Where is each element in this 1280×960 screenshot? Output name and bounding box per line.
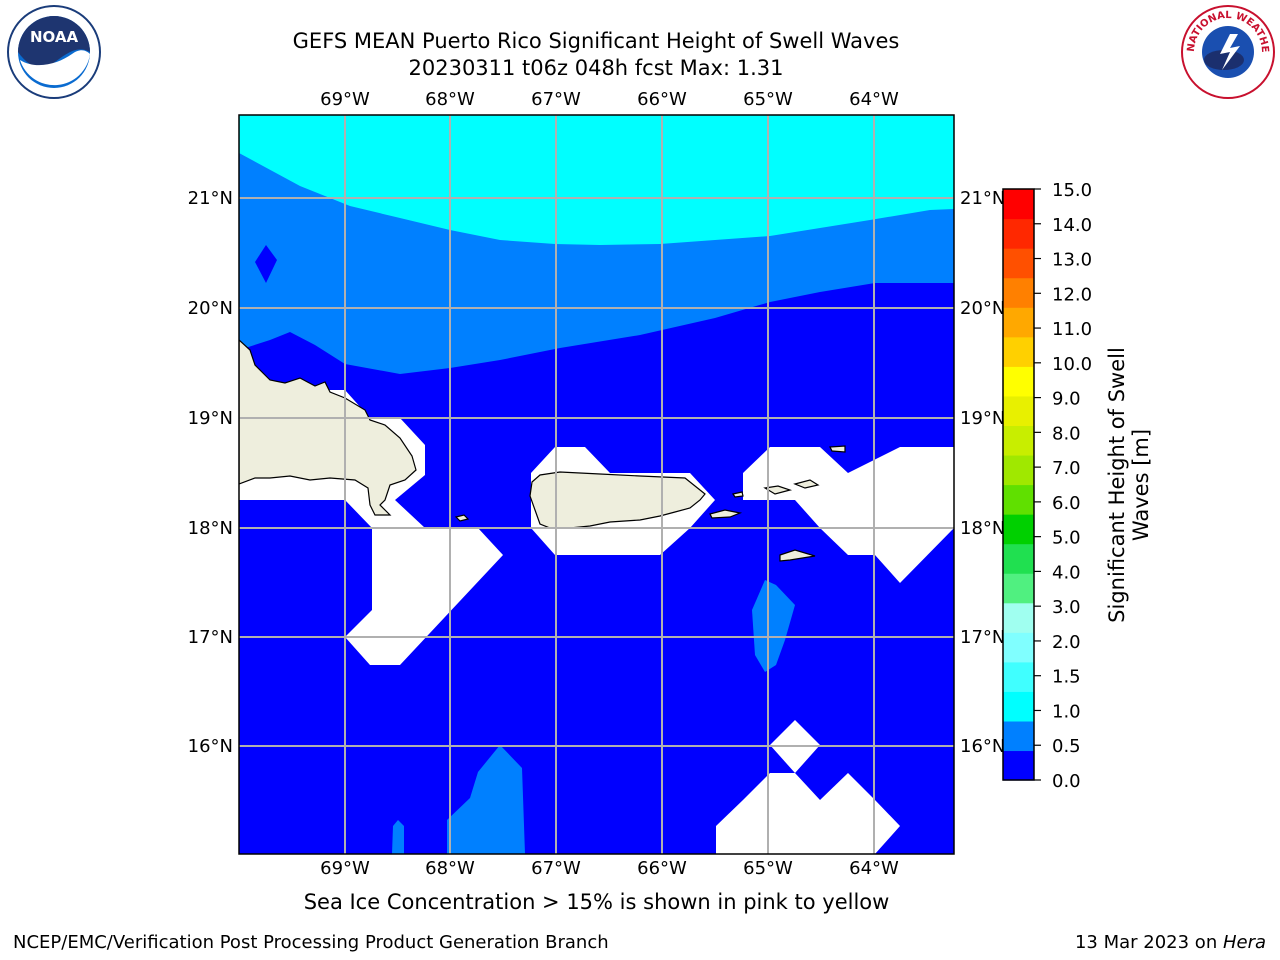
map-subtitle: 20230311 t06z 048h fcst Max: 1.31 — [408, 56, 784, 80]
footer-date-text: 13 Mar 2023 on — [1074, 932, 1223, 953]
lat-label: 17°N — [188, 627, 233, 648]
noaa-logo: NOAA — [6, 4, 102, 100]
colorbar-tick-label: 6.0 — [1052, 493, 1081, 514]
map-frame — [238, 114, 955, 855]
nws-logo: NATIONAL WEATHER SERVICE — [1176, 0, 1276, 100]
colorbar-segment — [1003, 602, 1034, 633]
map-title: GEFS MEAN Puerto Rico Significant Height… — [292, 29, 900, 53]
colorbar-tick-label: 0.0 — [1052, 771, 1081, 792]
colorbar-segment — [1003, 661, 1034, 692]
lon-label-bottom: 64°W — [849, 858, 899, 879]
lat-label: 21°N — [960, 188, 1005, 209]
gridlines — [239, 115, 954, 854]
lon-label-bottom: 66°W — [637, 858, 687, 879]
colorbar-tick-label: 14.0 — [1052, 215, 1092, 236]
lon-label-bottom: 67°W — [531, 858, 581, 879]
lat-label: 17°N — [960, 627, 1005, 648]
footer-branch: NCEP/EMC/Verification Post Processing Pr… — [13, 932, 609, 953]
lon-label-bottom: 65°W — [743, 858, 793, 879]
lat-label: 21°N — [188, 188, 233, 209]
colorbar-label: Significant Height of Swell Waves [m] — [1105, 347, 1153, 623]
colorbar-tick-label: 2.0 — [1052, 632, 1081, 653]
colorbar-frame — [1002, 188, 1035, 781]
colorbar-segment — [1003, 691, 1034, 722]
lon-label-bottom: 68°W — [425, 858, 475, 879]
colorbar-tick-label: 7.0 — [1052, 458, 1081, 479]
lon-label-top: 64°W — [849, 89, 899, 110]
colorbar-segment — [1003, 307, 1034, 338]
lat-label: 18°N — [188, 518, 233, 539]
colorbar-segment — [1003, 189, 1034, 220]
lat-labels-right: 21°N 20°N 19°N 18°N 17°N 16°N — [960, 188, 1005, 757]
colorbar-tick-label: 4.0 — [1052, 562, 1081, 583]
colorbar-tick-label: 1.5 — [1052, 667, 1081, 688]
lon-label-top: 65°W — [743, 89, 793, 110]
colorbar-segment — [1003, 750, 1034, 781]
colorbar-ticks: 15.0 14.0 13.0 12.0 11.0 10.0 9.0 8.0 7.0 6.0 5.0 4… — [1034, 180, 1092, 792]
lat-labels-left: 21°N 20°N 19°N 18°N 17°N 16°N — [188, 188, 233, 757]
colorbar-tick-label: 0.5 — [1052, 736, 1081, 757]
colorbar-tick-label: 3.0 — [1052, 597, 1081, 618]
mona-island — [454, 514, 470, 522]
colorbar-segment — [1003, 425, 1034, 456]
colorbar-segment — [1003, 514, 1034, 545]
colorbar-segment — [1003, 454, 1034, 486]
colorbar-segment — [1003, 573, 1034, 604]
lat-label: 18°N — [960, 518, 1005, 539]
colorbar-tick-label: 9.0 — [1052, 389, 1081, 410]
lon-label-top: 67°W — [531, 89, 581, 110]
culebra — [732, 491, 744, 498]
colorbar-segment — [1003, 632, 1034, 663]
lat-label: 20°N — [188, 298, 233, 319]
swell-band-1.0-1.5 — [239, 115, 954, 245]
colorbar-tick-label: 5.0 — [1052, 528, 1081, 549]
map-plot-area — [239, 115, 954, 854]
colorbar-segment — [1003, 248, 1034, 279]
colorbar-segment — [1003, 277, 1034, 308]
colorbar-tick-label: 11.0 — [1052, 319, 1092, 340]
swell-patch-south-1 — [447, 745, 525, 854]
colorbar-tick-label: 1.0 — [1052, 701, 1081, 722]
lat-label: 19°N — [188, 408, 233, 429]
lon-label-top: 68°W — [425, 89, 475, 110]
lon-labels: 69°W 68°W 67°W 66°W 65°W 64°W 69°W 68°W … — [320, 89, 899, 879]
lon-label-top: 69°W — [320, 89, 370, 110]
sea-ice-note: Sea Ice Concentration > 15% is shown in … — [303, 890, 890, 914]
lon-label-bottom: 69°W — [320, 858, 370, 879]
tortola — [793, 479, 820, 489]
lat-label: 16°N — [960, 736, 1005, 757]
colorbar-tick-label: 8.0 — [1052, 423, 1081, 444]
noaa-logo-text: NOAA — [30, 28, 79, 46]
colorbar-tick-label: 13.0 — [1052, 250, 1092, 271]
saint-croix — [779, 549, 816, 562]
lon-label-top: 66°W — [637, 89, 687, 110]
colorbar-segment — [1003, 336, 1034, 367]
anegada — [829, 445, 846, 453]
footer-date: 13 Mar 2023 on Hera — [1075, 932, 1266, 953]
swell-patch-south-2 — [392, 820, 404, 854]
lat-label: 19°N — [960, 408, 1005, 429]
colorbar-segment — [1003, 484, 1034, 515]
lat-label: 20°N — [960, 298, 1005, 319]
colorbar-tick-label: 12.0 — [1052, 284, 1092, 305]
colorbar-segment — [1003, 720, 1034, 752]
colorbar-segment — [1003, 218, 1034, 249]
swell-patch-east — [752, 580, 795, 672]
colorbar — [1003, 189, 1034, 781]
footer-host: Hera — [1222, 932, 1266, 953]
lat-label: 16°N — [188, 736, 233, 757]
colorbar-segment — [1003, 543, 1034, 574]
colorbar-tick-label: 15.0 — [1052, 180, 1092, 201]
isla-de-vieques — [709, 509, 743, 519]
colorbar-segment — [1003, 366, 1034, 397]
colorbar-tick-label: 10.0 — [1052, 354, 1092, 375]
swell-spot-low — [255, 245, 277, 283]
hispaniola — [239, 339, 417, 516]
colorbar-segment — [1003, 395, 1034, 426]
virgin-islands — [763, 485, 793, 495]
